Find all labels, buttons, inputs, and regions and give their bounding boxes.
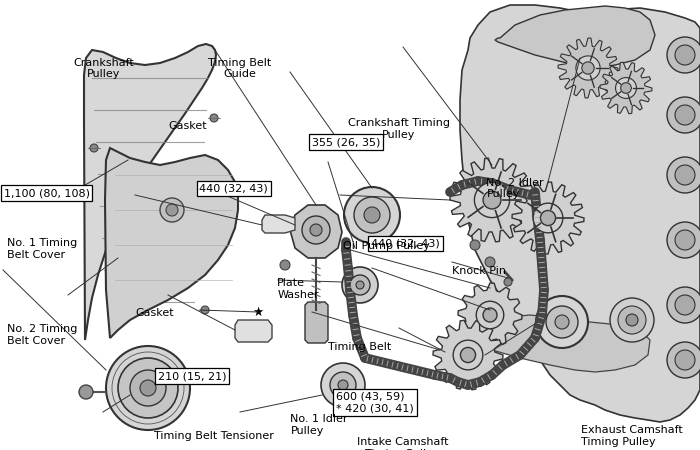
Polygon shape (468, 315, 650, 372)
Circle shape (615, 77, 636, 99)
Circle shape (210, 114, 218, 122)
Circle shape (536, 296, 588, 348)
Circle shape (342, 267, 378, 303)
Circle shape (90, 144, 98, 152)
Polygon shape (600, 62, 652, 114)
Circle shape (118, 358, 178, 418)
Circle shape (302, 216, 330, 244)
Text: Exhaust Camshaft
Timing Pulley: Exhaust Camshaft Timing Pulley (581, 425, 682, 447)
Circle shape (546, 306, 578, 338)
Circle shape (540, 211, 556, 225)
Text: Timing Belt: Timing Belt (328, 342, 391, 352)
Circle shape (626, 314, 638, 326)
Text: Knock Pin: Knock Pin (452, 266, 505, 275)
Circle shape (79, 385, 93, 399)
Circle shape (667, 287, 700, 323)
Text: Crankshaft Timing
Pulley: Crankshaft Timing Pulley (348, 118, 450, 140)
Text: Timing Belt Tensioner: Timing Belt Tensioner (153, 431, 274, 441)
Circle shape (470, 240, 480, 250)
Text: Gasket: Gasket (135, 308, 174, 318)
Circle shape (476, 301, 504, 329)
Text: ★: ★ (253, 306, 264, 319)
Circle shape (130, 370, 166, 406)
Circle shape (453, 340, 483, 370)
Circle shape (576, 56, 600, 80)
Text: 355 (26, 35): 355 (26, 35) (312, 137, 380, 147)
Text: Plate
Washer: Plate Washer (277, 278, 318, 300)
Circle shape (354, 197, 390, 233)
Circle shape (160, 198, 184, 222)
Circle shape (675, 350, 695, 370)
Text: No. 1 Timing
Belt Cover: No. 1 Timing Belt Cover (7, 238, 77, 260)
Circle shape (675, 230, 695, 250)
Circle shape (667, 37, 700, 73)
Polygon shape (558, 38, 618, 98)
Text: Crankshaft
Pulley: Crankshaft Pulley (74, 58, 134, 79)
Circle shape (667, 97, 700, 133)
Circle shape (461, 347, 475, 363)
Circle shape (675, 295, 695, 315)
Circle shape (667, 157, 700, 193)
Polygon shape (460, 5, 700, 422)
Circle shape (675, 45, 695, 65)
Circle shape (610, 298, 654, 342)
Polygon shape (290, 205, 342, 258)
Polygon shape (262, 215, 295, 233)
Text: No. 2 Idler
Pulley: No. 2 Idler Pulley (486, 178, 544, 199)
Text: 600 (43, 59)
* 420 (30, 41): 600 (43, 59) * 420 (30, 41) (336, 392, 414, 413)
Circle shape (485, 257, 495, 267)
Circle shape (667, 222, 700, 258)
Circle shape (356, 281, 364, 289)
Circle shape (504, 278, 512, 286)
Circle shape (166, 204, 178, 216)
Polygon shape (305, 302, 328, 343)
Circle shape (618, 306, 646, 334)
Circle shape (330, 372, 356, 398)
Circle shape (675, 105, 695, 125)
Circle shape (310, 224, 322, 236)
Circle shape (475, 182, 510, 218)
Circle shape (201, 306, 209, 314)
Polygon shape (450, 158, 534, 242)
Circle shape (344, 187, 400, 243)
Circle shape (106, 346, 190, 430)
Circle shape (140, 380, 156, 396)
Polygon shape (433, 320, 503, 390)
Circle shape (338, 380, 348, 390)
Circle shape (483, 191, 501, 209)
Circle shape (555, 315, 569, 329)
Polygon shape (495, 6, 655, 68)
Circle shape (582, 62, 594, 74)
Polygon shape (84, 44, 216, 340)
Polygon shape (512, 182, 584, 254)
Circle shape (280, 260, 290, 270)
Circle shape (675, 165, 695, 185)
Circle shape (621, 83, 631, 93)
Text: 210 (15, 21): 210 (15, 21) (158, 371, 226, 381)
Circle shape (483, 308, 497, 322)
Circle shape (667, 342, 700, 378)
Text: 1,100 (80, 108): 1,100 (80, 108) (4, 188, 90, 198)
Text: Intake Camshaft
Timing Pulley: Intake Camshaft Timing Pulley (357, 437, 448, 450)
Text: No. 1 Idler
Pulley: No. 1 Idler Pulley (290, 414, 348, 436)
Circle shape (350, 275, 370, 295)
Text: Timing Belt
Guide: Timing Belt Guide (209, 58, 272, 79)
Text: 440 (32, 43): 440 (32, 43) (371, 238, 440, 248)
Text: Gasket: Gasket (168, 121, 206, 130)
Circle shape (533, 203, 563, 233)
Polygon shape (458, 283, 522, 347)
Polygon shape (105, 148, 238, 338)
Circle shape (321, 363, 365, 407)
Text: Oil Pump Pulley: Oil Pump Pulley (343, 241, 430, 251)
Circle shape (364, 207, 380, 223)
Text: 440 (32, 43): 440 (32, 43) (199, 184, 268, 194)
Polygon shape (235, 320, 272, 342)
Text: No. 2 Timing
Belt Cover: No. 2 Timing Belt Cover (7, 324, 78, 346)
